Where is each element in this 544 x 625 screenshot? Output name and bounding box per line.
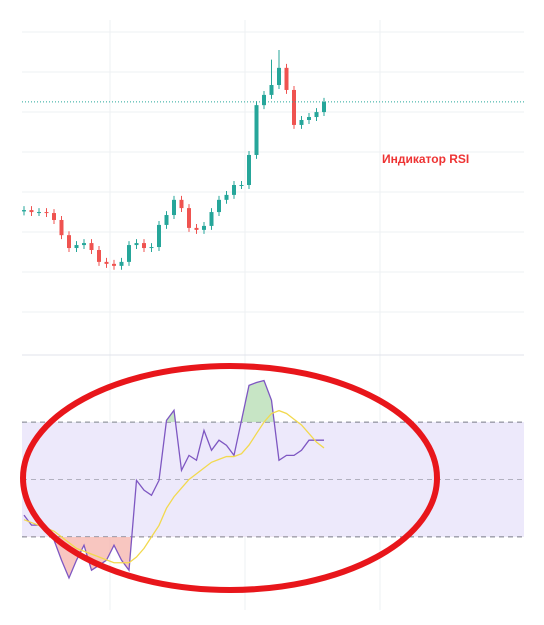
candle-body <box>179 199 184 209</box>
candle-body <box>67 235 71 249</box>
candle-body <box>97 250 101 262</box>
plot <box>22 50 524 580</box>
candle-body <box>314 112 319 118</box>
candle-body <box>149 247 154 249</box>
highlight-ellipse <box>20 363 440 593</box>
candle-body <box>44 212 49 214</box>
candle-body <box>172 199 176 216</box>
candle-body <box>37 212 41 214</box>
candle-body <box>89 243 94 251</box>
candle-body <box>262 94 266 106</box>
rsi-line <box>23 379 324 580</box>
candle-body <box>82 243 86 246</box>
candle-body <box>254 105 259 155</box>
candle-body <box>224 194 229 200</box>
candle-body <box>299 119 304 125</box>
candle-body <box>269 85 274 95</box>
candle-body <box>322 101 326 113</box>
rsi-ma-line <box>23 409 325 564</box>
candle-body <box>134 243 139 246</box>
candle-body <box>29 210 34 213</box>
candle-body <box>307 117 311 120</box>
candle-body <box>247 154 251 185</box>
candle-body <box>187 208 191 228</box>
oversold-fill <box>24 536 324 578</box>
candle-body <box>119 261 124 266</box>
candle-body <box>232 185 236 195</box>
candle-body <box>284 67 289 90</box>
candle-body <box>277 67 281 86</box>
candle-body <box>209 212 214 226</box>
candle-body <box>74 245 79 249</box>
annotation: Индикатор RSI <box>382 152 469 166</box>
candle-body <box>292 89 296 125</box>
candle-body <box>239 185 244 186</box>
candle-body <box>142 243 146 249</box>
candle-body <box>22 210 26 212</box>
overbought-fill <box>24 380 324 423</box>
candle-body <box>157 224 161 248</box>
candle-body <box>202 225 206 230</box>
candle-body <box>164 215 169 225</box>
candle-body <box>112 263 116 266</box>
candle-body <box>104 261 109 264</box>
candle-body <box>217 199 221 213</box>
grid <box>22 20 524 610</box>
candle-body <box>127 245 131 262</box>
candle-body <box>59 219 64 236</box>
candle-body <box>194 227 199 230</box>
candle-body <box>52 213 56 220</box>
